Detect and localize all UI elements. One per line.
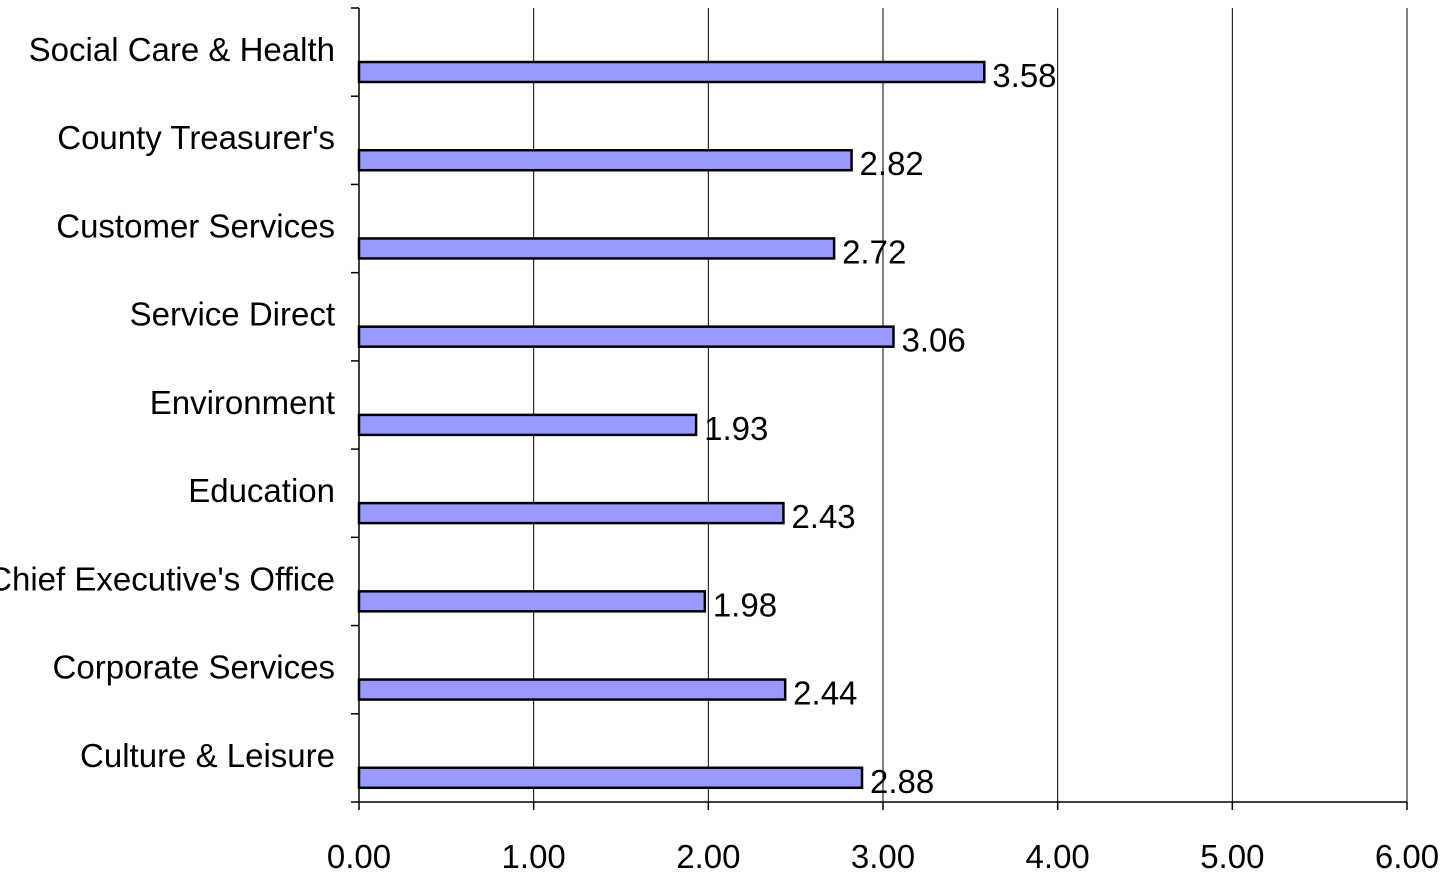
category-label: County Treasurer's [57, 119, 335, 156]
data-label: 2.88 [870, 763, 934, 800]
data-label: 2.44 [793, 675, 857, 712]
category-label: Culture & Leisure [80, 737, 335, 774]
gridlines [533, 8, 1408, 802]
bar [357, 60, 986, 84]
category-label: Education [188, 472, 335, 509]
x-tick-label: 1.00 [502, 838, 566, 875]
bar [357, 325, 895, 348]
category-label: Corporate Services [53, 649, 335, 686]
bar [357, 237, 836, 260]
data-label: 2.82 [860, 145, 924, 182]
data-label: 1.98 [713, 586, 777, 623]
data-label: 3.06 [901, 322, 965, 359]
category-label: Social Care & Health [29, 31, 335, 68]
category-label: Service Direct [130, 296, 335, 333]
labels: 0.00 1.00 2.00 3.00 4.00 5.00 6.00 Social Care … [0, 31, 1439, 875]
category-label: Environment [150, 384, 335, 421]
data-label: 1.93 [704, 410, 768, 447]
axes [351, 7, 1408, 810]
x-tick-label: 3.00 [851, 838, 915, 875]
data-label: 3.58 [992, 57, 1056, 94]
x-tick-label: 0.00 [327, 838, 391, 875]
data-label: 2.43 [791, 498, 855, 535]
x-tick-label: 2.00 [676, 838, 740, 875]
x-tick-label: 5.00 [1200, 838, 1264, 875]
bar [357, 590, 707, 613]
data-label: 2.72 [842, 233, 906, 270]
bar [357, 148, 853, 172]
bar [357, 501, 785, 525]
category-label: Customer Services [56, 207, 335, 244]
bar [357, 766, 864, 790]
bar [357, 678, 787, 701]
bar [357, 413, 698, 437]
category-label: Chief Executive's Office [0, 560, 335, 597]
x-tick-label: 4.00 [1026, 838, 1090, 875]
x-tick-label: 6.00 [1375, 838, 1439, 875]
